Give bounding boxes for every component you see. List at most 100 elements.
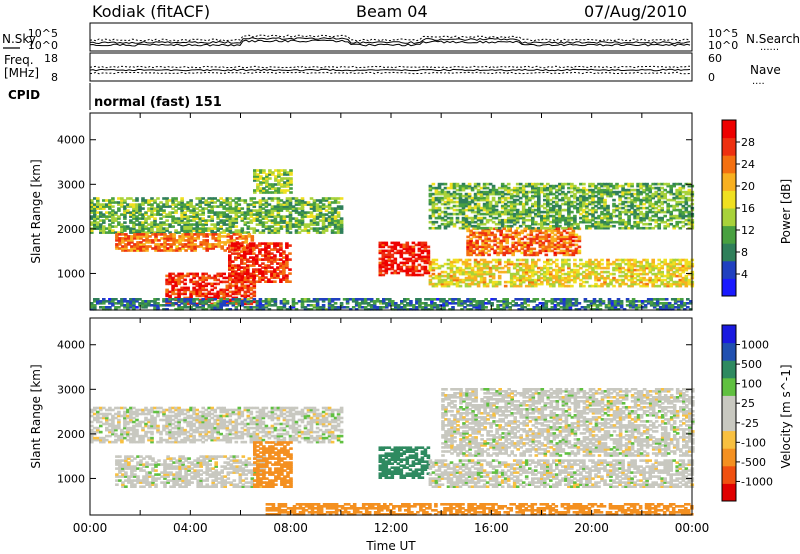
data-cell [183,213,187,216]
data-cell [258,258,262,261]
data-cell [657,268,661,272]
data-cell [546,262,550,266]
data-cell [597,198,601,202]
data-cell [588,226,592,230]
data-cell [270,221,275,224]
data-cell [144,231,148,234]
data-cell [102,219,106,222]
data-cell [561,260,565,264]
data-cell [624,188,628,192]
data-cell [669,258,673,262]
data-cell [163,241,167,244]
data-cell [606,266,610,270]
data-cell [243,246,247,249]
data-cell [636,190,640,194]
data-cell [264,300,269,303]
data-cell [249,211,254,214]
data-cell [333,223,338,226]
data-cell [642,216,646,220]
data-cell [291,197,296,200]
data-cell [476,264,481,268]
data-cell [399,269,404,273]
data-cell [405,247,410,251]
data-cell [279,280,283,283]
data-cell [556,227,561,231]
data-cell [126,211,130,214]
data-cell [189,294,193,298]
data-cell [579,204,583,208]
data-cell [240,260,244,263]
data-cell [252,205,257,208]
data-cell [636,272,640,276]
data-cell [177,217,181,220]
data-cell [220,241,224,244]
data-cell [156,227,160,230]
data-cell [470,272,475,276]
data-cell [300,306,305,309]
data-cell [443,186,448,190]
data-cell [180,276,184,280]
data-cell [521,268,526,272]
data-cell [168,231,172,234]
data-cell [684,264,689,268]
data-cell [642,284,646,288]
data-cell [437,212,442,216]
data-cell [252,229,257,232]
data-cell [493,251,497,255]
data-cell [309,219,314,222]
data-cell [684,274,689,278]
data-cell [120,229,124,232]
data-cell [540,226,544,230]
data-cell [594,210,598,214]
data-cell [321,298,326,301]
data-cell [336,215,341,218]
data-cell [207,274,211,278]
data-cell [225,227,230,230]
data-cell [123,199,127,202]
data-cell [258,213,263,216]
data-cell [561,218,565,222]
data-cell [202,233,206,236]
data-cell [234,211,239,214]
data-cell [285,276,289,279]
data-cell [333,215,338,218]
data-cell [484,239,488,243]
data-cell [666,182,670,186]
data-cell [277,171,281,174]
data-cell [540,218,544,222]
data-cell [243,213,248,216]
data-cell [204,288,208,292]
data-cell [163,247,167,250]
data-cell [544,249,549,253]
data-cell [264,258,268,261]
data-cell [132,199,136,202]
data-cell [627,268,631,272]
data-cell [217,241,221,244]
data-cell [175,239,179,242]
data-cell [222,229,226,232]
data-cell [255,211,260,214]
data-cell [261,225,266,228]
data-cell [630,266,634,270]
data-cell [630,184,634,188]
data-cell [259,181,263,184]
data-cell [289,169,293,172]
data-cell [455,204,460,208]
data-cell [561,226,565,230]
data-cell [591,194,595,198]
data-cell [630,204,634,208]
data-cell [291,300,296,303]
data-cell [678,220,683,224]
data-cell [528,282,532,286]
data-cell [279,221,284,224]
data-cell [174,308,178,311]
data-cell [189,219,193,222]
data-cell [515,284,520,288]
data-cell [529,233,534,237]
data-cell [174,211,178,214]
data-cell [225,298,230,301]
data-cell [639,202,643,206]
data-cell [300,201,305,204]
data-cell [452,192,457,196]
data-cell [250,237,255,240]
